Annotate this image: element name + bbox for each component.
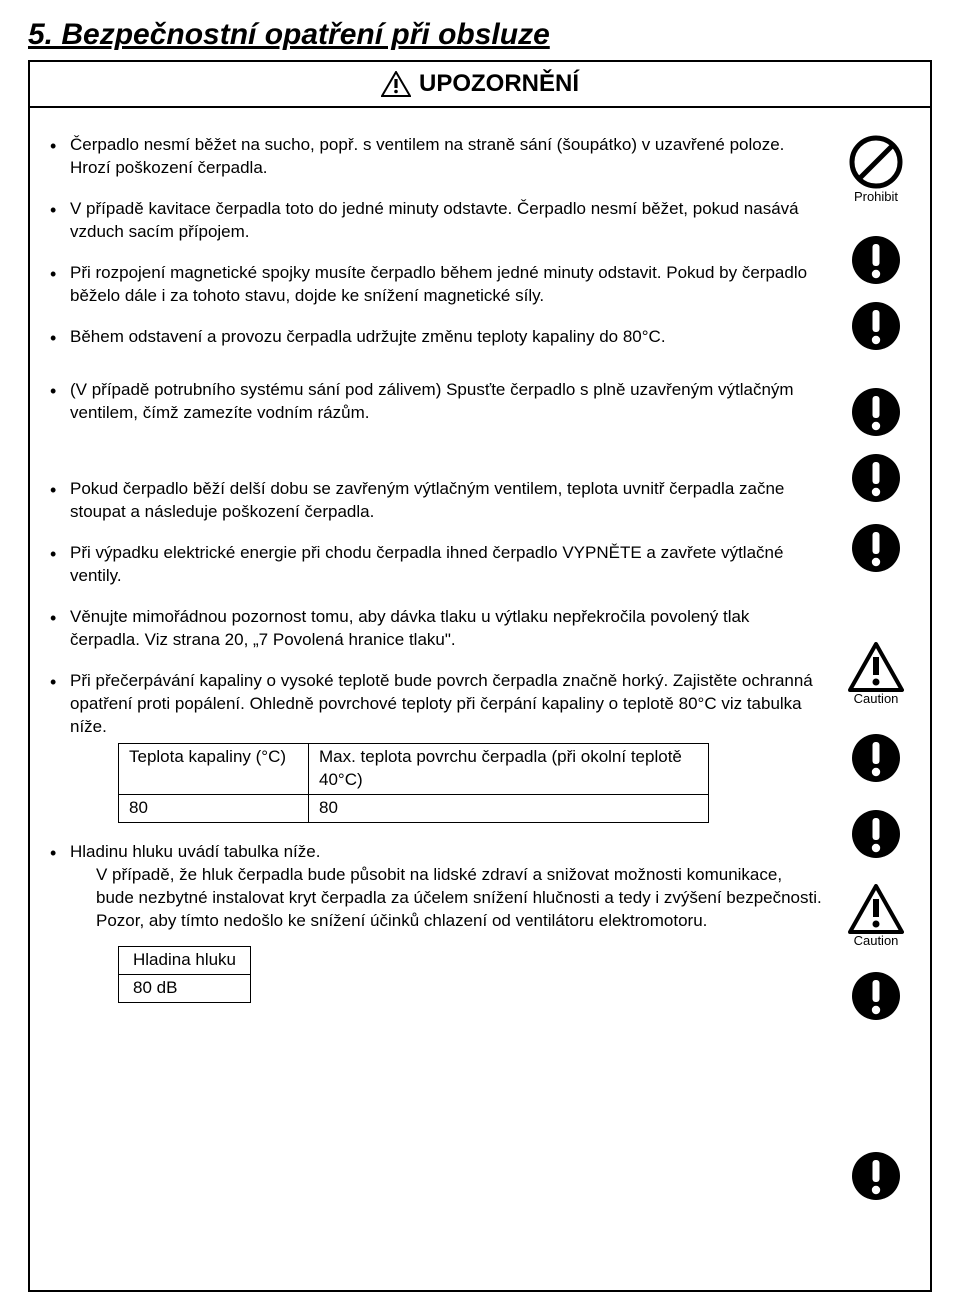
temperature-table: Teplota kapaliny (°C) Max. teplota povrc…	[118, 743, 709, 823]
section-title: 5. Bezpečnostní opatření při obsluze	[28, 18, 932, 52]
warning-header: UPOZORNĚNÍ	[30, 62, 930, 108]
bullet-column: Čerpadlo nesmí běžet na sucho, popř. s v…	[44, 134, 836, 1210]
exclaim-icon	[850, 452, 902, 522]
bullet-text: Při výpadku elektrické energie při chodu…	[70, 543, 783, 585]
bullet-item: Pokud čerpadlo běží delší dobu se zavřen…	[44, 478, 824, 524]
bullet-text: Hladinu hluku uvádí tabulka níže.	[70, 842, 320, 861]
exclaim-icon	[850, 732, 902, 808]
bullet-text: (V případě potrubního systému sání pod z…	[70, 380, 794, 422]
bullet-item: Hladinu hluku uvádí tabulka níže. V příp…	[44, 841, 824, 1004]
exclaim-icon	[850, 970, 902, 1150]
bullet-item: Věnujte mimořádnou pozornost tomu, aby d…	[44, 606, 824, 652]
table-cell: 80 dB	[119, 975, 251, 1003]
table-cell: Max. teplota povrchu čerpadla (při okoln…	[309, 743, 709, 794]
exclaim-icon	[850, 386, 902, 452]
bullet-text: Při rozpojení magnetické spojky musíte č…	[70, 263, 807, 305]
bullet-item: Čerpadlo nesmí běžet na sucho, popř. s v…	[44, 134, 824, 180]
icon-caption: Prohibit	[854, 190, 898, 204]
bullet-text: Během odstavení a provozu čerpadla udržu…	[70, 327, 666, 346]
noise-table: Hladina hluku 80 dB	[118, 946, 251, 1003]
bullet-text: Čerpadlo nesmí běžet na sucho, popř. s v…	[70, 135, 784, 177]
icon-caption: Caution	[854, 692, 899, 706]
warning-label: UPOZORNĚNÍ	[419, 70, 579, 98]
bullet-subtext: V případě, že hluk čerpadla bude působit…	[70, 864, 824, 933]
bullet-item: Během odstavení a provozu čerpadla udržu…	[44, 326, 824, 349]
bullet-text: Věnujte mimořádnou pozornost tomu, aby d…	[70, 607, 749, 649]
exclaim-icon	[850, 522, 902, 642]
bullet-item: Při přečerpávání kapaliny o vysoké teplo…	[44, 670, 824, 823]
bullet-text: Při přečerpávání kapaliny o vysoké teplo…	[70, 671, 813, 736]
bullet-item: Při rozpojení magnetické spojky musíte č…	[44, 262, 824, 308]
exclaim-icon	[850, 300, 902, 386]
bullet-item: (V případě potrubního systému sání pod z…	[44, 379, 824, 425]
icon-column: Prohibit Caution Caution	[836, 134, 916, 1210]
warning-box: UPOZORNĚNÍ Čerpadlo nesmí běžet na sucho…	[28, 60, 932, 1292]
table-cell: 80	[309, 794, 709, 822]
table-cell: 80	[119, 794, 309, 822]
icon-caption: Caution	[854, 934, 899, 948]
caution-icon: Caution	[848, 884, 904, 970]
exclaim-icon	[850, 234, 902, 300]
prohibit-icon: Prohibit	[848, 134, 904, 234]
bullet-text: V případě kavitace čerpadla toto do jedn…	[70, 199, 799, 241]
exclaim-icon	[850, 808, 902, 884]
warning-triangle-icon	[381, 71, 411, 97]
bullet-item: V případě kavitace čerpadla toto do jedn…	[44, 198, 824, 244]
bullet-text: Pokud čerpadlo běží delší dobu se zavřen…	[70, 479, 784, 521]
caution-icon: Caution	[848, 642, 904, 732]
bullet-item: Při výpadku elektrické energie při chodu…	[44, 542, 824, 588]
table-cell: Hladina hluku	[119, 947, 251, 975]
table-cell: Teplota kapaliny (°C)	[119, 743, 309, 794]
exclaim-icon	[850, 1150, 902, 1210]
